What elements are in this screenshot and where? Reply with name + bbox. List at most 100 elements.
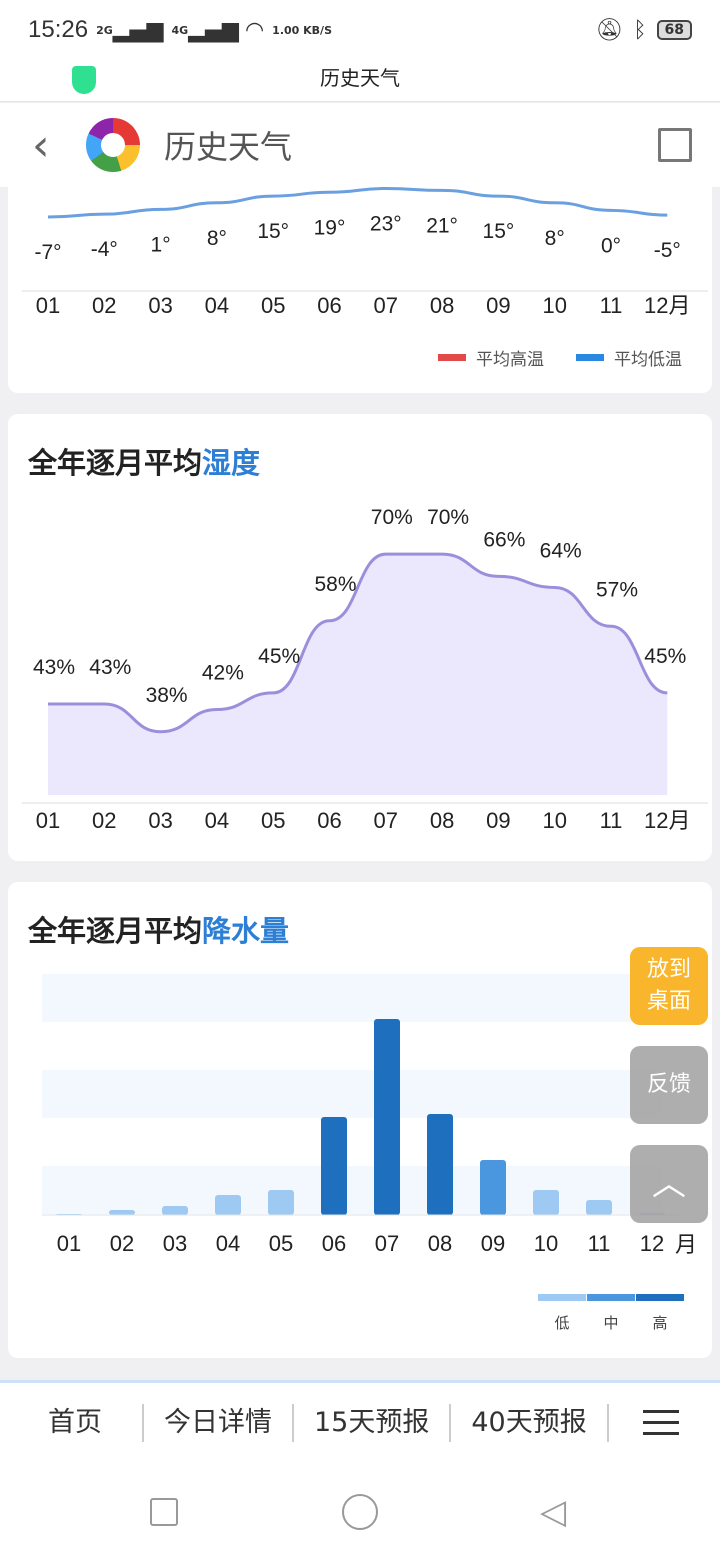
- feedback-button[interactable]: 反馈: [630, 1046, 708, 1124]
- precip-bar: [427, 1114, 453, 1215]
- temp-label: -7°: [34, 241, 61, 264]
- month-tick: 04: [216, 1231, 240, 1256]
- temp-label: 8°: [545, 227, 565, 250]
- month-tick: 03: [148, 293, 172, 318]
- month-tick: 10: [542, 808, 566, 833]
- temp-label: 1°: [151, 233, 171, 256]
- month-tick: 08: [430, 808, 454, 833]
- month-tick: 05: [261, 808, 285, 833]
- legend-high: 平均高温: [476, 350, 544, 370]
- month-tick: 02: [110, 1231, 134, 1256]
- legend-low: 平均低温: [614, 350, 682, 370]
- humidity-area: [48, 554, 668, 795]
- precip-bar: [109, 1210, 135, 1215]
- month-tick: 10: [534, 1231, 558, 1256]
- chevron-up-icon: ︿: [652, 1164, 686, 1204]
- month-tick: 10: [542, 293, 566, 318]
- temperature-card: -7° -4° 1° 8° 15° 19° 23° 21° 15° 8° 0° -5° 01 02 03 04…: [8, 186, 712, 393]
- home-button[interactable]: [342, 1494, 378, 1530]
- security-shield-icon[interactable]: [72, 66, 96, 94]
- temp-label: -5°: [654, 239, 681, 262]
- humidity-label: 66%: [483, 528, 525, 551]
- legend-mid: 中: [603, 1315, 618, 1332]
- month-tick: 07: [375, 1231, 399, 1256]
- share-icon[interactable]: [658, 128, 692, 162]
- humidity-label: 58%: [314, 573, 356, 596]
- legend-low-swatch: [576, 354, 604, 361]
- humidity-label: 64%: [540, 539, 582, 562]
- humidity-label: 45%: [258, 645, 300, 668]
- app-title: 历史天气: [164, 128, 293, 166]
- net-speed: 1.00 KB/S: [272, 23, 332, 37]
- legend-high-swatch: [438, 354, 466, 361]
- temperature-chart: -7° -4° 1° 8° 15° 19° 23° 21° 15° 8° 0° -5° 01 02 03 04…: [22, 186, 708, 318]
- month-tick: 07: [374, 293, 398, 318]
- temp-label: 15°: [257, 220, 289, 243]
- temp-label: 19°: [314, 216, 346, 239]
- recents-button[interactable]: [150, 1498, 178, 1526]
- humidity-label: 45%: [644, 645, 686, 668]
- month-tick: 04: [205, 293, 229, 318]
- humidity-label: 70%: [427, 506, 469, 529]
- signal-2g-icon: 2G: [96, 23, 113, 37]
- humidity-label: 38%: [146, 684, 188, 707]
- month-tick: 01: [36, 808, 60, 833]
- battery-icon: 68: [656, 20, 692, 40]
- month-tick: 05: [261, 293, 285, 318]
- month-tick: 01: [36, 293, 60, 318]
- month-tick: 06: [322, 1231, 346, 1256]
- grid-band: [42, 1070, 662, 1118]
- nav-40-day[interactable]: 40天预报: [451, 1403, 609, 1442]
- month-tick: 11: [588, 1231, 611, 1256]
- month-tick: 09: [486, 293, 510, 318]
- month-tick: 08: [430, 293, 454, 318]
- precip-bar: [533, 1190, 559, 1215]
- clock: 15:26: [28, 16, 89, 43]
- month-tick: 02: [92, 293, 116, 318]
- app-logo: [86, 118, 140, 172]
- temperature-legend: 平均高温 平均低温: [438, 345, 682, 370]
- status-bar: 15:26 2G ▂▄▆ 4G ▂▄▆ ◠ 1.00 KB/S 🔕︎ ᛒ 68: [0, 0, 720, 60]
- precip-bar: [480, 1160, 506, 1215]
- precipitation-card: 全年逐月平均降水量 01 02 03 04 05 06 07 08 09 10 11 12 月低 中 高: [8, 882, 712, 1358]
- precip-bar: [586, 1200, 612, 1215]
- humidity-label: 57%: [596, 578, 638, 601]
- month-tick: 04: [205, 808, 229, 833]
- precip-bar: [162, 1206, 188, 1215]
- month-tick: 12月: [644, 293, 690, 318]
- add-to-desktop-button[interactable]: 放到桌面: [630, 947, 708, 1025]
- system-nav-bar: ◁: [0, 1462, 720, 1560]
- precipitation-chart: 01 02 03 04 05 06 07 08 09 10 11 12 月低 中 高: [42, 974, 697, 1332]
- temp-label: 15°: [483, 220, 515, 243]
- humidity-chart: 43% 43% 38% 42% 45% 58% 70% 70% 66% 64% 57% 45% 01 02…: [22, 506, 708, 833]
- precip-bar: [215, 1195, 241, 1215]
- signal-bars-icon: ▂▄▆: [188, 17, 239, 43]
- month-tick: 05: [269, 1231, 293, 1256]
- app-bar: ‹ 历史天气: [0, 103, 720, 187]
- signal-bars-icon: ▂▄▆: [112, 17, 164, 43]
- nav-today-detail[interactable]: 今日详情: [144, 1403, 294, 1442]
- nav-home[interactable]: 首页: [0, 1403, 144, 1442]
- unit-label: 月: [675, 1232, 697, 1257]
- legend-low: 低: [554, 1315, 569, 1332]
- back-icon[interactable]: ‹: [32, 119, 50, 171]
- back-button[interactable]: ◁: [540, 1492, 567, 1532]
- temp-label: 21°: [426, 214, 458, 237]
- humidity-line: [48, 552, 668, 734]
- month-tick: 03: [148, 808, 172, 833]
- month-tick: 12: [640, 1231, 664, 1256]
- precip-bar: [374, 1019, 400, 1215]
- month-tick: 07: [374, 808, 398, 833]
- nav-15-day[interactable]: 15天预报: [294, 1403, 452, 1442]
- scroll-top-button[interactable]: ︿: [630, 1145, 708, 1223]
- month-tick: 02: [92, 808, 116, 833]
- menu-icon[interactable]: [642, 1402, 679, 1443]
- temp-label: -4°: [91, 238, 118, 261]
- humidity-label: 43%: [89, 656, 131, 679]
- bottom-nav: 首页 今日详情 15天预报 40天预报: [0, 1380, 720, 1462]
- wifi-icon: ◠: [244, 17, 265, 43]
- temp-label: 0°: [601, 234, 621, 257]
- month-tick: 01: [57, 1231, 81, 1256]
- title-bar: 历史天气: [0, 60, 720, 102]
- month-tick: 08: [428, 1231, 452, 1256]
